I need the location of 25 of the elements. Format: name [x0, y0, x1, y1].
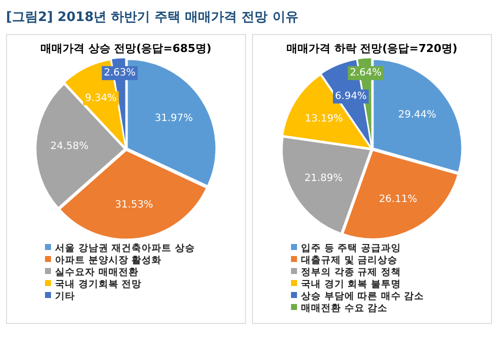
data-label: 6.94%	[334, 91, 367, 102]
data-label: 24.58%	[50, 140, 88, 152]
chart-title: [그림2] 2018년 하반기 주택 매매가격 전망 이유	[6, 9, 298, 26]
data-label: 29.44%	[398, 109, 436, 120]
legend-label: 정부의 각종 규제 정책	[301, 267, 401, 278]
data-label: 31.97%	[154, 113, 193, 124]
chart-title: 매매가격 하락 전망(응답=720명)	[286, 41, 458, 55]
legend-label: 국내 경기 회복 불투명	[301, 279, 401, 290]
legend-label: 입주 등 주택 공급과잉	[301, 243, 401, 254]
data-label: 2.64%	[350, 68, 382, 79]
data-label: 21.89%	[304, 172, 343, 184]
legend-label: 상승 부담에 따른 매수 감소	[301, 291, 424, 302]
legend-label: 아파트 분양시장 활성화	[55, 255, 162, 266]
data-label: 26.11%	[378, 194, 418, 205]
legend-label: 실수요자 매매전환	[55, 267, 138, 278]
chart-subtitle: 매매가격 상승 전망(응답=685명)	[40, 41, 212, 55]
data-label: 31.53%	[115, 200, 154, 211]
legend-label: 서울 강남권 재건축아파트 상승	[55, 243, 195, 254]
legend-label: 대출규제 및 금리상승	[301, 255, 398, 266]
legend-label: 매매전환 수요 감소	[301, 303, 388, 314]
legend-label: 기타	[55, 291, 75, 302]
data-label: 2.63%	[104, 68, 136, 79]
data-label: 13.19%	[304, 114, 343, 125]
data-label: 9.34%	[85, 92, 117, 104]
legend-label: 국내 경기회복 전망	[55, 279, 142, 290]
